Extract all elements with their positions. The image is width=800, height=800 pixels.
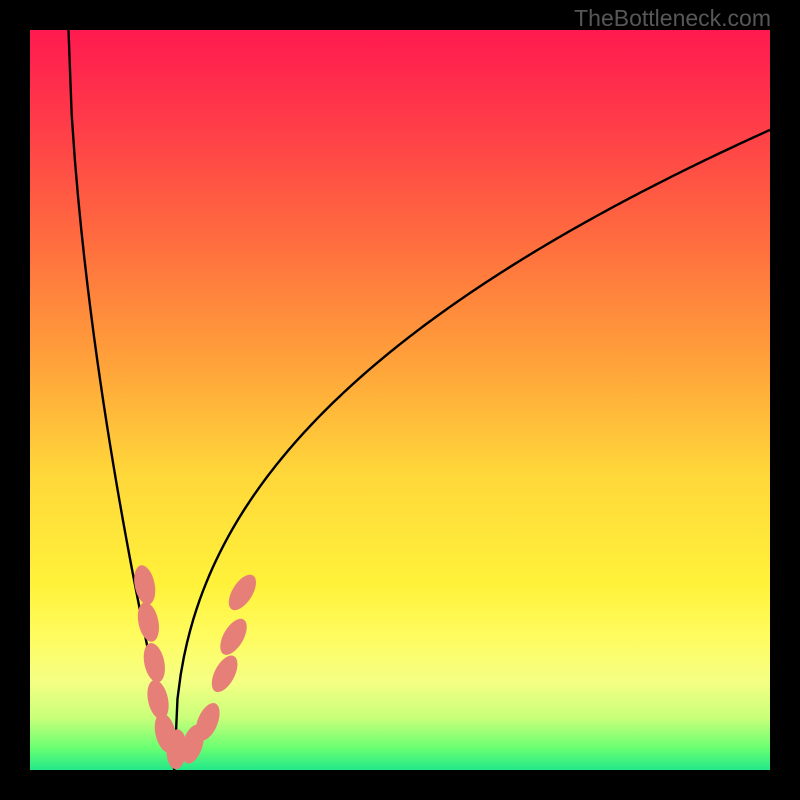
marker-point — [206, 651, 242, 696]
marker-point — [223, 570, 261, 615]
marker-point — [215, 614, 252, 659]
chart-frame: TheBottleneck.com — [0, 0, 800, 800]
marker-point — [140, 641, 168, 684]
curve-layer — [30, 30, 770, 770]
marker-group — [131, 563, 262, 769]
plot-area — [30, 30, 770, 770]
bottleneck-curve — [68, 30, 770, 770]
marker-point — [144, 678, 172, 721]
marker-point — [131, 563, 159, 606]
watermark-text: TheBottleneck.com — [574, 5, 771, 32]
